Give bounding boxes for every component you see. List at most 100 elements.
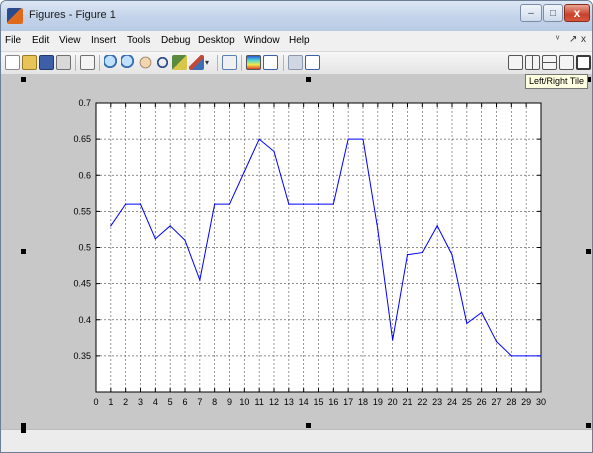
menu-close-icon[interactable]: x (581, 34, 586, 45)
x-tick-label: 14 (299, 397, 309, 407)
y-tick-label: 0.6 (78, 170, 91, 180)
hide-plot-tools-icon[interactable] (288, 55, 303, 70)
close-button[interactable]: x (564, 4, 590, 22)
series-layer (110, 138, 542, 357)
selection-handle[interactable] (21, 423, 26, 428)
top-bottom-tile-icon[interactable] (542, 55, 557, 70)
x-tick-label: 11 (254, 397, 263, 407)
y-tick-label: 0.4 (78, 315, 91, 325)
selection-handle[interactable] (586, 423, 591, 428)
show-plot-tools-icon[interactable] (305, 55, 320, 70)
link-plot-icon[interactable] (222, 55, 237, 70)
brush-icon[interactable] (189, 55, 204, 70)
x-tick-label: 23 (432, 397, 442, 407)
rotate-3d-icon[interactable] (155, 55, 170, 70)
tile-tooltip: Left/Right Tile (525, 74, 589, 89)
menu-file[interactable]: File (5, 35, 22, 46)
x-tick-label: 13 (284, 397, 294, 407)
menu-debug[interactable]: Debug (161, 35, 191, 46)
tile-grid-icon[interactable] (508, 55, 523, 70)
data-point (228, 203, 231, 205)
menu-desktop[interactable]: Desktop (198, 35, 235, 46)
data-point (436, 225, 438, 227)
x-tick-label: 7 (197, 397, 202, 407)
data-cursor-icon[interactable] (172, 55, 187, 70)
data-point (125, 203, 127, 205)
minimize-button[interactable]: – (520, 4, 542, 22)
toolbar-separator (217, 55, 218, 71)
menu-view[interactable]: View (59, 35, 81, 46)
x-tick-label: 3 (138, 397, 143, 407)
x-tick-label: 19 (373, 397, 383, 407)
selection-handle[interactable] (586, 249, 591, 254)
selection-handle[interactable] (306, 423, 311, 428)
data-point (540, 355, 542, 357)
data-point (258, 138, 260, 140)
x-tick-label: 28 (506, 397, 516, 407)
x-tick-label: 8 (212, 397, 217, 407)
menu-undock-icon[interactable]: ↗ (569, 34, 578, 45)
data-point (421, 251, 423, 254)
maximize-tile-icon[interactable] (576, 55, 591, 70)
x-tick-label: 25 (462, 397, 472, 407)
open-file-icon[interactable] (22, 55, 37, 70)
y-tick-label: 0.7 (78, 98, 91, 108)
toolbar-separator (241, 55, 242, 71)
close-icon: x (573, 6, 581, 20)
save-icon[interactable] (39, 55, 54, 70)
maximize-button[interactable]: □ (543, 4, 563, 22)
x-tick-label: 2 (123, 397, 128, 407)
menu-help[interactable]: Help (289, 35, 310, 46)
data-point (273, 150, 275, 153)
selection-handle[interactable] (21, 428, 26, 433)
x-tick-label: 17 (343, 397, 353, 407)
data-point (214, 203, 216, 205)
print-icon[interactable] (56, 55, 71, 70)
edit-plot-icon[interactable] (80, 55, 95, 70)
data-point (243, 171, 245, 173)
data-point (392, 339, 394, 341)
matlab-icon (7, 8, 23, 24)
status-bar (1, 428, 592, 452)
dropdown-arrow-icon[interactable]: ▾ (205, 58, 210, 67)
data-point (451, 254, 453, 256)
line-plot[interactable]: 0 1 2 3 4 5 6 7 8 9 10 11 12 13 14 15 16 17 18 19 20 21 22 23 24… (1, 75, 592, 429)
y-tick-label: 0.45 (73, 279, 91, 289)
x-tick-label: 5 (168, 397, 173, 407)
insert-legend-icon[interactable] (263, 55, 278, 70)
y-tick-label: 0.5 (78, 243, 91, 253)
zoom-in-icon[interactable] (104, 55, 119, 70)
selection-handle[interactable] (586, 77, 591, 82)
x-tick-label: 27 (491, 397, 501, 407)
selection-handle[interactable] (21, 77, 26, 82)
series-line[interactable] (110, 138, 541, 357)
data-point (406, 254, 409, 256)
zoom-out-icon[interactable] (121, 55, 136, 70)
x-tick-label: 24 (447, 397, 457, 407)
tick-layer: 0 1 2 3 4 5 6 7 8 9 10 11 12 13 14 15 16 17 18 19 20 21 22 23 24… (73, 98, 546, 407)
figure-canvas: 0 1 2 3 4 5 6 7 8 9 10 11 12 13 14 15 16 17 18 19 20 21 22 23 24… (1, 75, 592, 429)
new-figure-icon[interactable] (5, 55, 20, 70)
insert-colorbar-icon[interactable] (246, 55, 261, 70)
x-tick-label: 1 (108, 397, 113, 407)
menu-insert[interactable]: Insert (91, 35, 117, 46)
left-right-tile-icon[interactable] (525, 55, 540, 70)
menu-window[interactable]: Window (244, 35, 280, 46)
data-point (510, 355, 512, 357)
x-tick-label: 12 (269, 397, 279, 407)
menu-edit[interactable]: Edit (32, 35, 50, 46)
selection-handle[interactable] (21, 249, 26, 254)
title-bar[interactable]: Figures - Figure 1 – □ x (1, 1, 592, 31)
float-icon[interactable] (559, 55, 574, 70)
menu-dock-arrow-icon[interactable]: ᵛ (556, 34, 560, 45)
x-tick-label: 10 (239, 397, 249, 407)
data-point (169, 225, 171, 227)
data-point (466, 322, 468, 324)
pan-icon[interactable] (138, 55, 153, 70)
figure-toolbar: ▾ (1, 52, 592, 75)
selection-handle[interactable] (306, 77, 311, 82)
x-tick-label: 16 (328, 397, 338, 407)
maximize-icon: □ (549, 7, 557, 19)
menu-tools[interactable]: Tools (127, 35, 151, 46)
